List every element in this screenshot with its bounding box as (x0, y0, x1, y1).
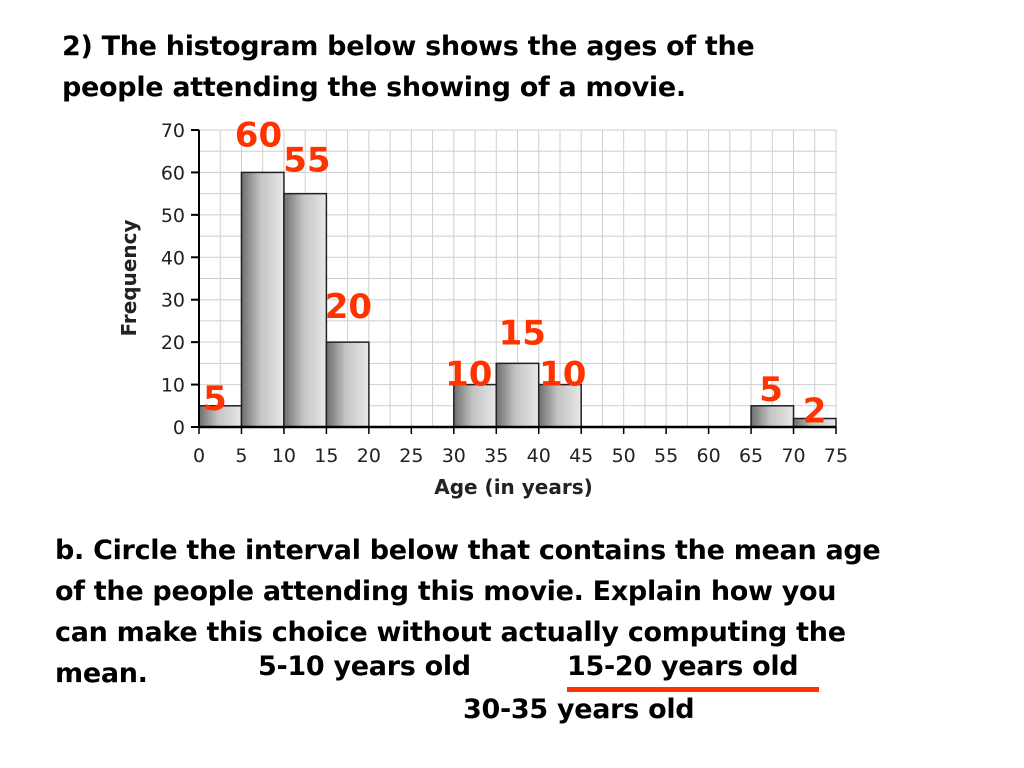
part-b-line-1: b. Circle the interval below that contai… (55, 535, 881, 566)
x-tick-label: 50 (612, 445, 636, 467)
x-tick-label: 55 (654, 445, 678, 467)
x-tick-label: 45 (569, 445, 593, 467)
x-tick-label: 25 (399, 445, 423, 467)
part-b-line-2: of the people attending this movie. Expl… (55, 576, 837, 607)
chart-bars (198, 171, 837, 428)
y-tick-label: 20 (161, 332, 185, 354)
value-annotation: 20 (325, 287, 372, 327)
x-tick-label: 0 (193, 445, 205, 467)
histogram-bar (325, 341, 370, 428)
histogram-bar (453, 383, 498, 428)
value-annotation: 55 (283, 141, 330, 181)
y-tick-label: 50 (161, 205, 185, 227)
histogram-bar (537, 383, 582, 428)
x-tick-label: 65 (739, 445, 763, 467)
y-tick-label: 30 (161, 290, 185, 312)
part-b-line-4: mean. (55, 658, 148, 689)
value-annotation: 10 (539, 355, 586, 395)
y-tick-label: 10 (161, 375, 185, 397)
value-annotation: 60 (235, 115, 282, 155)
x-tick-label: 5 (235, 445, 247, 467)
question-text: 2) The histogram below shows the ages of… (62, 26, 755, 108)
x-axis-label: Age (in years) (434, 475, 593, 499)
x-tick-label: 40 (527, 445, 551, 467)
histogram-bar (240, 171, 285, 428)
x-tick-label: 70 (781, 445, 805, 467)
value-annotation: 10 (445, 355, 492, 395)
selected-option-underline (567, 687, 819, 692)
x-tick-label: 15 (314, 445, 338, 467)
x-tick-label: 75 (824, 445, 848, 467)
histogram-bar (283, 192, 328, 428)
y-tick-label: 0 (173, 417, 185, 439)
question-line-1: 2) The histogram below shows the ages of… (62, 31, 755, 62)
x-tick-label: 30 (442, 445, 466, 467)
value-annotation: 5 (759, 370, 783, 410)
y-axis-label: Frequency (117, 219, 141, 336)
y-tick-label: 40 (161, 247, 185, 269)
option-30-35[interactable]: 30-35 years old (463, 694, 695, 725)
histogram-bar (495, 362, 540, 428)
chart-axes (191, 129, 837, 434)
part-b-text: b. Circle the interval below that contai… (55, 530, 995, 694)
part-b-line-3: can make this choice without actually co… (55, 617, 846, 648)
y-tick-label: 70 (161, 120, 185, 142)
value-annotation: 5 (203, 379, 227, 419)
x-tick-label: 20 (357, 445, 381, 467)
question-line-2: people attending the showing of a movie. (62, 72, 686, 103)
option-15-20[interactable]: 15-20 years old (567, 651, 799, 682)
option-5-10[interactable]: 5-10 years old (258, 651, 471, 682)
x-tick-label: 60 (697, 445, 721, 467)
x-tick-label: 35 (484, 445, 508, 467)
value-annotation: 2 (803, 392, 827, 432)
value-annotation: 15 (499, 313, 546, 353)
x-tick-label: 10 (272, 445, 296, 467)
y-tick-label: 60 (161, 162, 185, 184)
